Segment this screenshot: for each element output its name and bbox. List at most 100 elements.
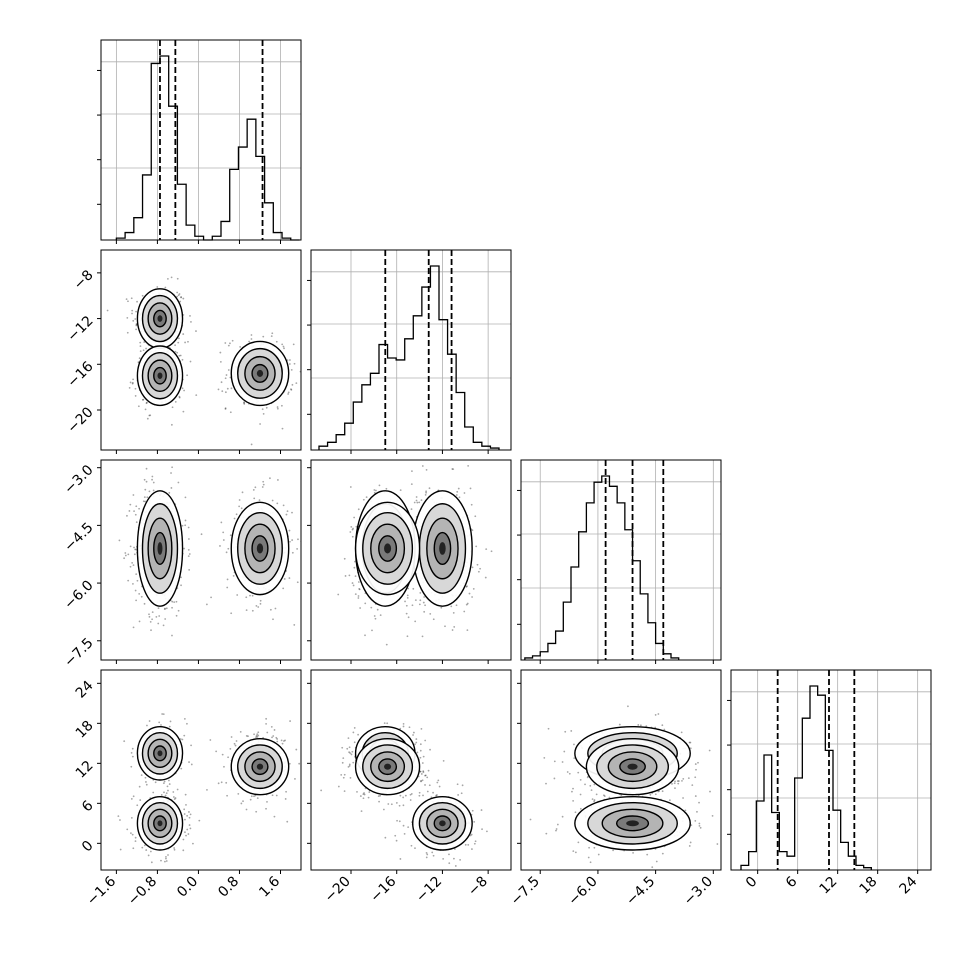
sample-point	[262, 480, 265, 483]
sample-point	[438, 785, 441, 788]
sample-point	[406, 596, 409, 599]
sample-point	[349, 752, 352, 755]
sample-point	[162, 624, 165, 627]
sample-point	[225, 781, 228, 784]
sample-point	[284, 798, 287, 800]
sample-point	[698, 822, 701, 825]
sample-point	[673, 782, 676, 785]
sample-point	[158, 721, 161, 724]
sample-point	[143, 341, 146, 343]
sample-point	[370, 606, 373, 609]
sample-point	[245, 735, 248, 737]
sample-point	[200, 533, 203, 536]
histogram-panel-4: 0 6 12 18 24	[727, 669, 932, 897]
sample-point	[177, 341, 180, 344]
sample-point	[443, 452, 445, 454]
sample-point	[163, 791, 165, 794]
x-tick-label: 0.0	[174, 874, 201, 901]
sample-point	[352, 761, 355, 764]
sample-point	[413, 501, 416, 504]
contour-line	[141, 801, 179, 845]
sample-point	[450, 605, 453, 608]
y-tick-label: −8	[71, 267, 97, 293]
sample-point	[474, 840, 477, 843]
sample-point	[452, 612, 455, 614]
sample-point	[256, 797, 259, 800]
sample-point	[353, 727, 356, 729]
sample-point	[164, 286, 167, 289]
sample-point	[348, 751, 351, 754]
sample-point	[164, 860, 166, 863]
sample-point	[173, 847, 176, 849]
sample-point	[307, 376, 309, 378]
sample-point	[561, 761, 564, 763]
sample-point	[256, 736, 259, 738]
sample-point	[426, 776, 429, 779]
sample-point	[215, 750, 218, 753]
sample-point	[414, 743, 416, 746]
sample-point	[227, 344, 230, 347]
sample-point	[175, 614, 178, 617]
sample-point	[160, 859, 162, 862]
sample-point	[418, 603, 421, 606]
sample-point	[237, 792, 240, 795]
sample-point	[266, 801, 268, 803]
sample-point	[442, 759, 445, 762]
sample-point	[463, 610, 466, 613]
sample-point	[253, 733, 255, 736]
sample-point	[573, 757, 576, 760]
sample-point	[177, 481, 180, 484]
sample-point	[649, 793, 652, 796]
sample-point	[257, 606, 260, 608]
sample-point	[471, 848, 473, 850]
sample-point	[353, 516, 356, 519]
sample-point	[266, 731, 269, 734]
sample-point	[168, 725, 171, 728]
sample-point	[658, 790, 661, 792]
sample-point	[131, 833, 134, 836]
sample-point	[135, 323, 138, 326]
y-tick-label: 18	[73, 718, 97, 742]
sample-point	[471, 566, 474, 569]
sample-point	[468, 592, 471, 595]
y-tick-label: −6.0	[61, 577, 96, 612]
y-tick-label: −4.5	[61, 520, 96, 555]
sample-point	[221, 390, 224, 393]
sample-point	[402, 722, 405, 725]
sample-point	[190, 321, 192, 323]
contour-line	[426, 808, 459, 839]
sample-point	[288, 363, 291, 365]
sample-point	[233, 742, 236, 745]
sample-point	[171, 600, 174, 603]
panel-content	[118, 466, 301, 637]
contour-line	[136, 795, 184, 851]
contour-line	[244, 523, 276, 574]
sample-point	[682, 778, 685, 780]
sample-point	[428, 487, 431, 490]
sample-point	[148, 613, 150, 616]
sample-point	[132, 319, 135, 322]
sample-point	[357, 733, 359, 736]
sample-point	[407, 587, 410, 590]
sample-point	[674, 780, 676, 783]
sample-point	[283, 347, 285, 350]
sample-point	[243, 402, 245, 404]
sample-point	[126, 316, 129, 319]
sample-point	[168, 783, 171, 785]
sample-point	[378, 800, 380, 803]
sample-point	[249, 594, 251, 597]
sample-point	[290, 389, 293, 391]
sample-point	[139, 350, 142, 353]
sample-point	[145, 401, 148, 404]
sample-point	[481, 828, 483, 831]
sample-point	[420, 727, 423, 730]
x-tick-label: −8	[465, 874, 491, 900]
sample-point	[265, 406, 268, 409]
sample-point	[690, 824, 693, 827]
sample-point	[265, 807, 267, 810]
sample-point	[143, 478, 146, 481]
sample-point	[225, 551, 228, 554]
sample-point	[343, 773, 346, 776]
sample-point	[360, 810, 363, 813]
sample-point	[362, 498, 365, 501]
